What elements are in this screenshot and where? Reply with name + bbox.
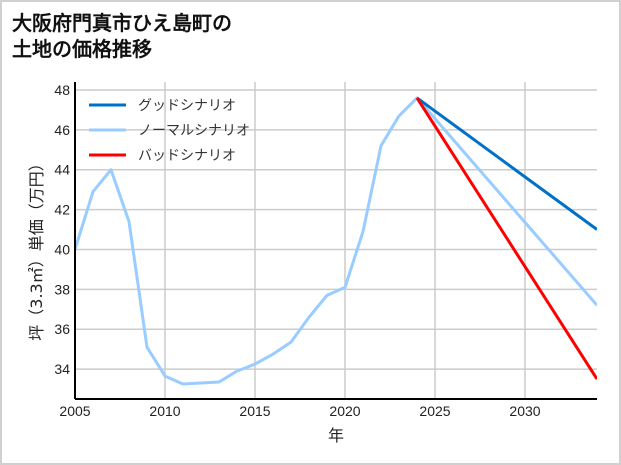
y-tick-label: 48 [54, 82, 70, 98]
x-tick-label: 2010 [149, 403, 180, 419]
x-tick-label: 2025 [419, 403, 450, 419]
y-tick-label: 36 [54, 321, 70, 337]
series-line-2 [415, 97, 597, 380]
x-tick-label: 2030 [509, 403, 540, 419]
series-line-0 [416, 96, 597, 231]
y-tick-label: 34 [54, 361, 70, 377]
x-tick-label: 2005 [59, 403, 90, 419]
y-tick-label: 42 [54, 202, 70, 218]
legend-label: バッドシナリオ [138, 148, 236, 164]
y-tick-label: 44 [54, 162, 70, 178]
y-tick-label: 38 [54, 281, 70, 297]
legend-label: ノーマルシナリオ [138, 123, 250, 139]
y-tick-label: 40 [54, 241, 70, 257]
x-axis-label: 年 [328, 426, 344, 445]
title-line-1: 大阪府門真市ひえ島町の [12, 11, 232, 35]
title-line-2: 土地の価格推移 [12, 37, 152, 61]
x-tick-label: 2015 [239, 403, 270, 419]
y-tick-label: 46 [54, 122, 70, 138]
series-line-1 [75, 96, 597, 386]
legend-label: グッドシナリオ [138, 98, 236, 114]
chart-title: 大阪府門真市ひえ島町の 土地の価格推移 [12, 10, 232, 62]
x-tick-label: 2020 [329, 403, 360, 419]
y-axis-label: 坪（3.3㎡）単価（万円） [27, 155, 46, 340]
